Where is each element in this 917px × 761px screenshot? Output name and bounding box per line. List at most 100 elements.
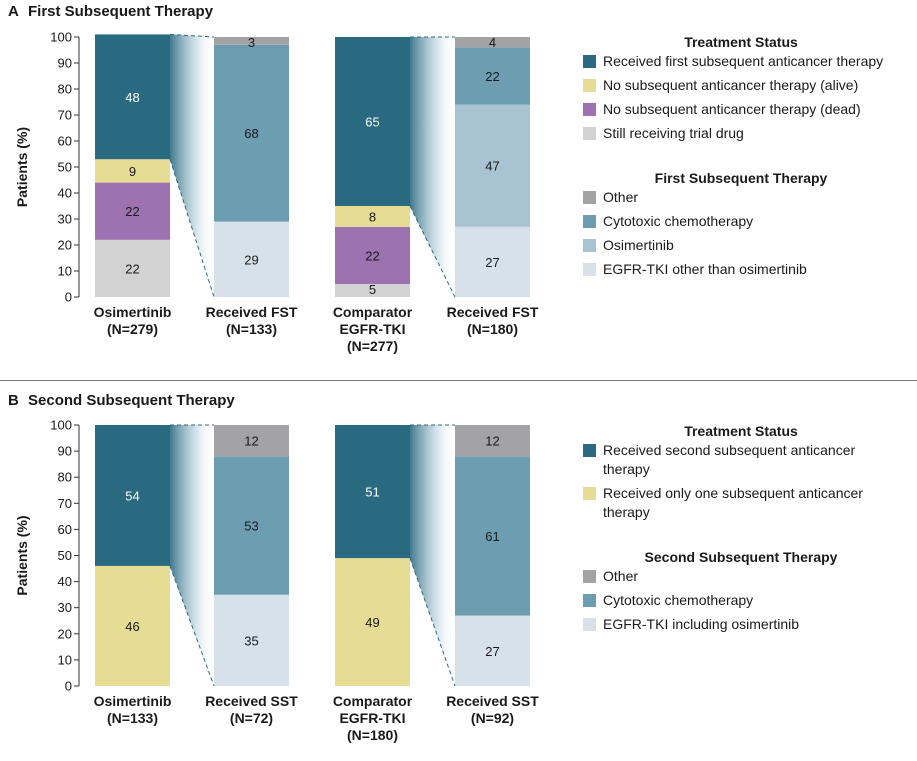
panel-a-legend-item-label: Cytotoxic chemotherapy [603,213,753,229]
panel-a-bar-4-segment [455,226,530,297]
panel-a-category-label: (N=180) [467,321,518,337]
panel-a-y-tick-label: 50 [58,160,72,175]
panel-b-y-axis-label: Patients (%) [14,515,30,595]
panel-a-legend-item-label: No subsequent anticancer therapy (dead) [603,101,861,117]
panel-a-bar-4-value-label: 27 [485,255,499,270]
panel-a-category-label: (N=279) [107,321,158,337]
panel-a-legend-item-label: Still receiving trial drug [603,125,744,141]
panel-a-legend-swatch [583,215,596,228]
panel-a-y-tick-label: 60 [58,134,72,149]
panel-a-legend-item-label: EGFR-TKI other than osimertinib [603,261,807,277]
panel-b-legend-swatch [583,444,596,457]
panel-a-bar-1-segment [95,159,170,183]
panel-a-legend-item-label: No subsequent anticancer therapy (alive) [603,77,858,93]
panel-a-bar-3-segment [335,37,410,206]
panel-a-legend-item-label: Received first subsequent anticancer the… [603,53,883,69]
panel-b-y-tick-label: 100 [50,418,72,433]
panel-b-bar-4-segment [455,615,530,686]
panel-a-legend-swatch [583,127,596,140]
panel-b-bar-2-value-label: 12 [244,434,258,449]
panel-a-bar-2-segment [214,221,289,297]
panel-b-y-tick-label: 80 [58,470,72,485]
panel-b-y-tick-label: 90 [58,444,72,459]
panel-a-bar-3-value-label: 65 [365,115,379,130]
panel-a-legend-swatch [583,79,596,92]
panel-b-bar-1-segment [95,425,170,566]
panel-a-y-tick-label: 70 [58,108,72,123]
panel-b-bar-2-value-label: 35 [244,633,258,648]
panel-a-y-tick-label: 80 [58,82,72,97]
panel-b-category-label: (N=180) [347,727,398,743]
panel-b-bar-1-segment [95,565,170,686]
panel-b-category-label: (N=133) [107,710,158,726]
panel-a-bar-2-segment [214,44,289,222]
panel-b-bar-4-value-label: 61 [485,529,499,544]
panel-a-bar-1-value-label: 9 [129,164,136,179]
panel-a-bar-4-segment [455,37,530,48]
panel-b-bar-2-value-label: 53 [244,518,258,533]
panel-a-connector-line-bottom [169,159,215,298]
panel-a-bar-1-segment [95,239,170,297]
panel-a-bar-3-value-label: 5 [369,282,376,297]
panel-a-bar-4-value-label: 47 [485,159,499,174]
panel-b-y-tick-label: 40 [58,574,72,589]
panel-b-category-label: EGFR-TKI [339,710,405,726]
panel-b-bar-1-value-label: 54 [125,488,139,503]
panel-a-category-label: (N=133) [226,321,277,337]
panel-a-bar-1-segment [95,182,170,240]
panel-b-bar-3-value-label: 49 [365,615,379,630]
panel-b-letter: B [8,392,19,409]
panel-a-bar-3-value-label: 22 [365,248,379,263]
panel-b-bar-2-segment [214,425,289,457]
panel-b-y-tick-label: 30 [58,600,72,615]
panel-a-bar-4-segment [455,47,530,105]
panel-a-bar-1-segment [95,34,170,160]
panel-b-y-tick-label: 50 [58,548,72,563]
panel-a-title-text: First Subsequent Therapy [28,3,214,20]
panel-b-connector-line-bottom [169,565,215,687]
panel-b-bar-3-segment [335,425,410,559]
panel-b-legend-swatch [583,594,596,607]
panel-a-letter: A [8,3,19,20]
panel-a-bar-3-segment [335,284,410,297]
panel-b-y-tick-label: 60 [58,522,72,537]
panel-a-y-tick-label: 100 [50,30,72,45]
panel-b-legend-item-label: EGFR-TKI including osimertinib [603,616,799,632]
panel-a-category-label: Osimertinib [94,304,172,320]
panel-a-legend-heading: Treatment Status [684,34,798,50]
panel-a-connector-line-bottom [409,205,456,298]
panel-b-connector-wedge [410,425,455,686]
panel-a-bar-4-value-label: 4 [489,35,496,50]
panel-b-legend-item-label: Received second subsequent anticancer [603,442,856,458]
panel-a-category-label: Received FST [447,304,539,320]
panel-b-legend-heading: Second Subsequent Therapy [645,549,838,565]
panel-b-title-text: Second Subsequent Therapy [28,392,235,409]
panel-b-connector-wedge [170,425,214,686]
panel-b-y-tick-label: 20 [58,626,72,641]
panel-a-y-tick-label: 10 [58,264,72,279]
panel-b-connector-line-bottom [409,557,456,687]
panel-a-bar-2-segment [214,37,289,45]
panel-a-y-tick-label: 0 [65,290,72,305]
panel-a-connector-wedge [170,34,214,298]
panel-a-bar-3-value-label: 8 [369,209,376,224]
panel-a-bar-2-value-label: 3 [248,35,255,50]
panel-a-connector-line-top [169,33,215,38]
panel-a-bar-2-value-label: 68 [244,126,258,141]
panel-b-bar-3-value-label: 51 [365,485,379,500]
panel-b-legend-swatch [583,487,596,500]
panel-a-legend-swatch [583,239,596,252]
panel-b-y-tick-label: 10 [58,652,72,667]
panel-a-bar-1-value-label: 48 [125,90,139,105]
panel-b-legend-item-label: Cytotoxic chemotherapy [603,592,753,608]
panel-a-bar-4-segment [455,104,530,227]
panel-a-legend-swatch [583,191,596,204]
panel-b-y-tick-label: 70 [58,496,72,511]
panel-b-legend-heading: Treatment Status [684,423,798,439]
panel-a-legend-swatch [583,55,596,68]
panel-a-y-tick-label: 20 [58,238,72,253]
panel-a-connector-wedge [410,37,455,297]
panel-b-category-label: Comparator [333,693,413,709]
panel-b-legend-swatch [583,618,596,631]
panel-a-legend-swatch [583,263,596,276]
